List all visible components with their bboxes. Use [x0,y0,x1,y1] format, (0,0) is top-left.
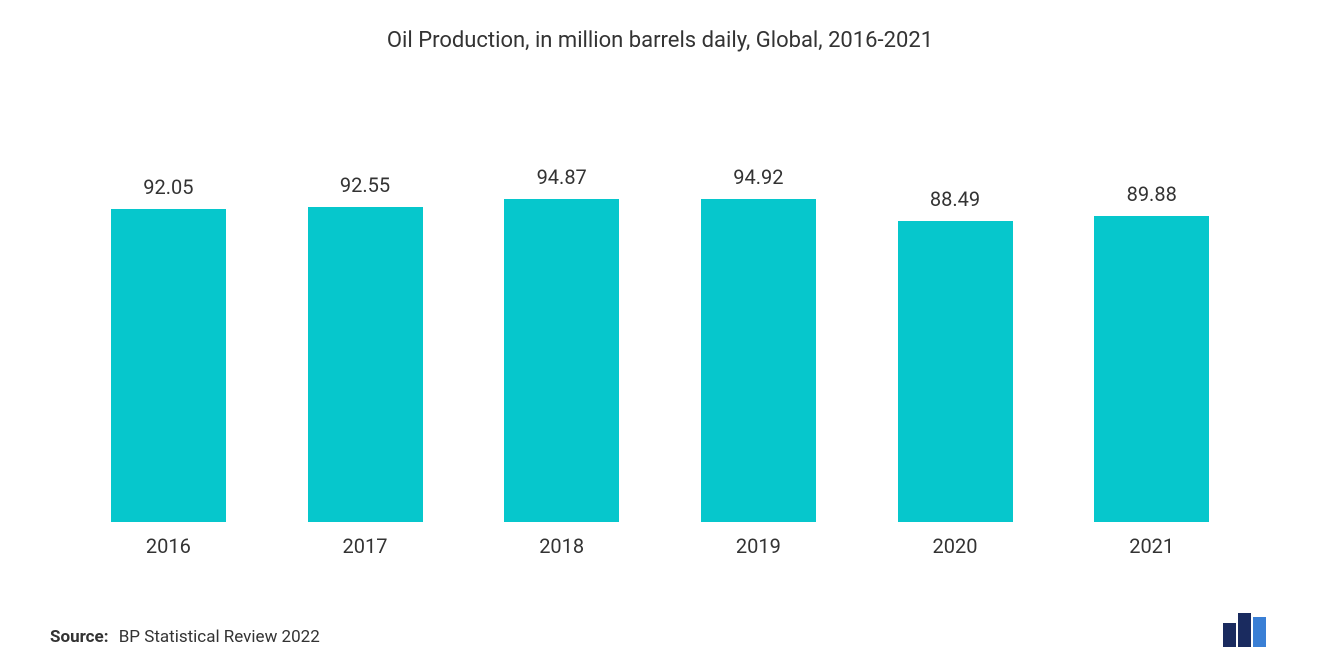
bar [308,207,423,522]
logo-bar-3 [1253,617,1266,647]
source-text: BP Statistical Review 2022 [119,627,320,647]
chart-container: Oil Production, in million barrels daily… [0,0,1320,665]
bar [1094,216,1209,522]
bar-value-label: 89.88 [1127,182,1177,206]
brand-logo-icon [1223,613,1270,647]
bar [111,209,226,522]
x-axis-label: 2017 [267,534,464,558]
x-axis-label: 2021 [1053,534,1250,558]
bar-group: 92.55 [267,103,464,522]
x-axis-label: 2016 [70,534,267,558]
logo-bar-1 [1223,623,1236,647]
chart-footer: Source: BP Statistical Review 2022 [50,558,1270,665]
source-citation: Source: BP Statistical Review 2022 [50,627,320,647]
bar-value-label: 92.05 [143,175,193,199]
plot-area: 92.05 92.55 94.87 94.92 88.49 89.88 [50,103,1270,522]
bar-group: 92.05 [70,103,267,522]
bar [701,199,816,522]
bar-group: 94.92 [660,103,857,522]
bar-group: 94.87 [463,103,660,522]
bar-value-label: 88.49 [930,187,980,211]
bar [898,221,1013,522]
bar-group: 88.49 [857,103,1054,522]
bar-value-label: 94.92 [733,165,783,189]
logo-bar-2 [1238,613,1251,647]
x-axis-label: 2018 [463,534,660,558]
bar-value-label: 92.55 [340,173,390,197]
source-label: Source: [50,627,108,647]
bar-group: 89.88 [1053,103,1250,522]
chart-title: Oil Production, in million barrels daily… [50,28,1270,53]
x-axis-label: 2020 [857,534,1054,558]
bar [504,199,619,522]
bar-value-label: 94.87 [537,165,587,189]
x-axis-labels: 2016 2017 2018 2019 2020 2021 [50,522,1270,558]
x-axis-label: 2019 [660,534,857,558]
